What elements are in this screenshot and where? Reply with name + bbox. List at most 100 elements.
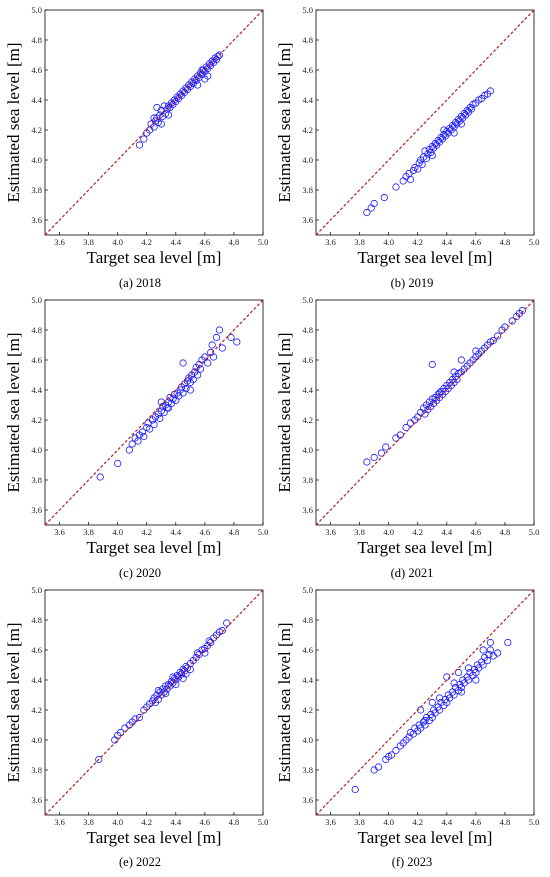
plot-frame bbox=[44, 299, 264, 526]
plot-frame bbox=[315, 299, 535, 526]
x-tick-label: 4.6 bbox=[471, 527, 482, 537]
data-point bbox=[95, 755, 103, 764]
data-point bbox=[125, 446, 133, 454]
x-tick-label: 3.8 bbox=[354, 527, 365, 537]
data-point bbox=[204, 72, 212, 80]
data-point bbox=[479, 646, 487, 654]
plot-frame bbox=[315, 9, 535, 236]
data-point bbox=[392, 434, 400, 442]
x-tick-label: 4.8 bbox=[229, 817, 240, 827]
data-point bbox=[204, 359, 212, 367]
y-tick-label: 4.8 bbox=[31, 325, 42, 335]
data-point bbox=[392, 183, 400, 191]
x-tick-label: 3.6 bbox=[54, 817, 65, 827]
x-tick-label: 4.6 bbox=[471, 237, 482, 247]
data-point bbox=[418, 160, 426, 169]
y-axis-title: Estimated sea level [m] bbox=[275, 622, 294, 782]
data-point bbox=[374, 763, 383, 771]
y-tick-label: 5.0 bbox=[302, 5, 313, 15]
data-point bbox=[205, 637, 213, 645]
data-point bbox=[508, 317, 516, 325]
data-point bbox=[194, 371, 202, 379]
data-point bbox=[209, 353, 218, 361]
panel-caption: (f) 2023 bbox=[392, 855, 433, 869]
y-tick-label: 4.2 bbox=[302, 415, 313, 425]
reference-line bbox=[315, 589, 535, 816]
y-tick-label: 5.0 bbox=[31, 5, 42, 15]
y-tick-label: 3.6 bbox=[31, 505, 42, 515]
x-tick-label: 3.6 bbox=[325, 237, 336, 247]
x-axis-title: Target sea level [m] bbox=[358, 248, 493, 267]
y-tick-label: 3.6 bbox=[31, 215, 42, 225]
y-tick-label: 4.8 bbox=[302, 35, 313, 45]
data-point bbox=[422, 154, 431, 163]
data-point bbox=[485, 650, 493, 659]
data-point bbox=[215, 326, 223, 334]
x-axis-title: Target sea level [m] bbox=[87, 538, 222, 557]
plot-frame bbox=[44, 9, 264, 236]
x-tick-label: 3.6 bbox=[325, 527, 336, 537]
reference-line bbox=[315, 299, 535, 526]
panel-caption: (a) 2018 bbox=[119, 276, 161, 290]
data-point bbox=[486, 646, 494, 654]
data-point bbox=[450, 368, 458, 376]
x-tick-label: 4.8 bbox=[500, 527, 511, 537]
data-point bbox=[504, 638, 512, 647]
y-tick-label: 4.8 bbox=[302, 325, 313, 335]
scatter-panel-6: 3.6 3.6 3.8 3.8 4.0 4.0 4.2 4.2 4.4 4.4 4.6 4.6 4.8 4… bbox=[275, 585, 539, 869]
data-point bbox=[114, 459, 122, 468]
x-tick-label: 3.6 bbox=[325, 817, 336, 827]
y-tick-label: 4.4 bbox=[302, 95, 313, 105]
y-tick-label: 4.6 bbox=[31, 65, 42, 75]
y-tick-label: 4.6 bbox=[31, 355, 42, 365]
x-tick-label: 5.0 bbox=[258, 237, 269, 247]
data-point bbox=[450, 129, 458, 137]
data-point bbox=[233, 338, 241, 346]
data-point bbox=[138, 428, 146, 436]
y-tick-label: 4.2 bbox=[302, 705, 313, 715]
x-tick-label: 4.4 bbox=[441, 817, 452, 827]
data-point bbox=[387, 751, 396, 759]
data-point bbox=[140, 135, 148, 143]
data-point bbox=[189, 375, 197, 384]
x-tick-label: 4.2 bbox=[141, 817, 152, 827]
y-tick-label: 4.0 bbox=[302, 735, 313, 745]
data-point bbox=[179, 359, 187, 367]
y-tick-label: 4.0 bbox=[31, 155, 42, 165]
data-point bbox=[421, 716, 429, 725]
data-point bbox=[150, 114, 158, 122]
plot-frame bbox=[44, 589, 264, 816]
data-point bbox=[377, 449, 385, 457]
data-point bbox=[135, 713, 144, 722]
y-tick-label: 4.2 bbox=[31, 125, 42, 135]
y-tick-label: 5.0 bbox=[31, 295, 42, 305]
data-point bbox=[450, 691, 458, 699]
x-axis-title: Target sea level [m] bbox=[358, 828, 493, 847]
y-tick-label: 3.6 bbox=[302, 215, 313, 225]
y-tick-label: 3.8 bbox=[302, 185, 313, 195]
y-axis-title: Estimated sea level [m] bbox=[4, 622, 23, 782]
x-axis-title: Target sea level [m] bbox=[87, 828, 222, 847]
data-point bbox=[457, 688, 465, 696]
y-tick-label: 5.0 bbox=[302, 295, 313, 305]
data-point bbox=[218, 344, 226, 352]
x-tick-label: 4.6 bbox=[200, 817, 211, 827]
reference-line bbox=[44, 589, 264, 816]
x-tick-label: 4.6 bbox=[200, 527, 211, 537]
data-point bbox=[486, 87, 494, 95]
x-tick-label: 3.8 bbox=[354, 817, 365, 827]
data-point bbox=[153, 103, 161, 112]
data-point bbox=[363, 208, 371, 217]
data-point bbox=[196, 365, 205, 373]
y-tick-label: 3.8 bbox=[31, 765, 42, 775]
x-tick-label: 4.0 bbox=[383, 527, 394, 537]
y-axis-title: Estimated sea level [m] bbox=[275, 42, 294, 202]
data-point bbox=[351, 785, 359, 794]
data-point bbox=[464, 664, 473, 672]
data-point bbox=[214, 52, 222, 61]
data-point bbox=[421, 721, 429, 729]
x-tick-label: 4.6 bbox=[471, 817, 482, 827]
y-tick-label: 5.0 bbox=[302, 585, 313, 595]
panel-caption: (d) 2021 bbox=[391, 566, 434, 580]
y-tick-label: 4.2 bbox=[302, 125, 313, 135]
